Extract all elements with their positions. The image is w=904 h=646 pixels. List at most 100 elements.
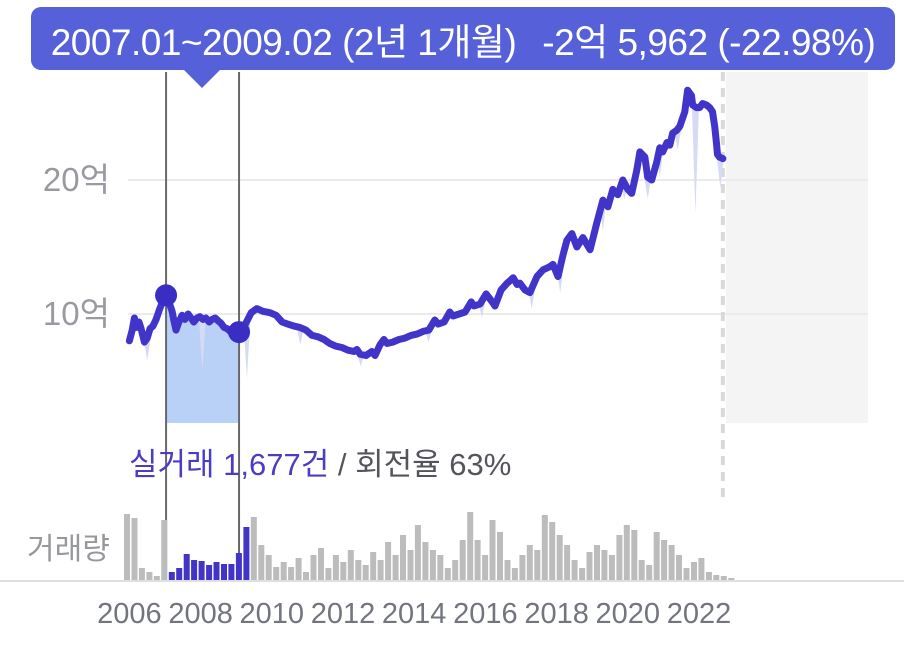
volume-bar <box>444 568 451 580</box>
volume-bar <box>661 540 668 580</box>
volume-bar-selected <box>243 527 250 580</box>
volume-bar <box>623 525 630 580</box>
volume-bar <box>705 572 712 580</box>
volume-bar <box>467 512 474 580</box>
tooltip-change: -2억 5,962 (-22.98%) <box>542 21 876 63</box>
volume-bar <box>511 568 518 580</box>
volume-bar <box>459 540 466 580</box>
volume-bar <box>564 545 571 580</box>
x-tick-2020: 2020 <box>595 598 661 630</box>
volume-bar <box>295 558 302 580</box>
x-tick-2014: 2014 <box>381 598 447 630</box>
volume-bar-selected <box>213 562 220 580</box>
volume-bar-selected <box>198 561 205 580</box>
volume-bar <box>482 555 489 580</box>
volume-bar-selected <box>191 560 198 580</box>
volume-bar <box>504 560 511 580</box>
volume-bar <box>452 560 459 580</box>
volume-bar <box>325 568 332 580</box>
volume-bar <box>720 576 727 580</box>
volume-bar <box>138 568 145 580</box>
volume-bar <box>131 518 138 580</box>
volume-bar <box>571 560 578 580</box>
volume-bar <box>429 550 436 580</box>
volume-bar <box>370 552 377 580</box>
volume-bar-selected <box>228 564 235 580</box>
low-price-spike <box>691 106 699 214</box>
future-period-panel <box>725 72 868 423</box>
volume-bar <box>541 515 548 580</box>
volume-bar <box>303 572 309 580</box>
trade-count-label: 실거래 1,677건 <box>129 447 330 482</box>
volume-bar <box>586 552 593 580</box>
x-tick-2022: 2022 <box>666 598 732 630</box>
volume-bar-selected <box>221 564 227 580</box>
volume-bar <box>608 555 615 580</box>
volume-bar <box>377 560 384 580</box>
volume-bar <box>288 567 295 580</box>
volume-label: 거래량 <box>27 533 110 566</box>
volume-bar <box>601 550 608 580</box>
volume-bar <box>146 572 153 580</box>
volume-bar-selected <box>176 568 183 580</box>
volume-bar <box>631 530 638 580</box>
tooltip-arrow-icon <box>183 69 221 88</box>
low-price-spike <box>198 318 206 371</box>
volume-bar <box>124 514 130 580</box>
volume-bar <box>489 520 496 580</box>
x-tick-2006: 2006 <box>97 598 162 630</box>
volume-bar <box>414 525 421 580</box>
volume-bar-selected <box>206 565 213 580</box>
volume-bar <box>691 562 697 580</box>
low-price-spike <box>716 157 724 189</box>
volume-bar <box>646 565 653 580</box>
volume-bar <box>713 575 720 580</box>
volume-bar <box>318 548 324 580</box>
x-tick-2012: 2012 <box>310 598 376 630</box>
volume-bar <box>250 517 257 580</box>
tooltip-period: 2007.01~2009.02 (2년 1개월) <box>50 21 517 63</box>
volume-bar <box>526 545 533 580</box>
selection-marker-start[interactable] <box>155 284 178 307</box>
volume-bar <box>355 560 362 580</box>
trade-stats: 실거래 1,677건 / 회전율 63% <box>129 439 511 484</box>
volume-bar <box>616 535 623 580</box>
volume-bar <box>161 520 168 580</box>
x-tick-2008: 2008 <box>168 598 233 630</box>
volume-bar <box>392 555 399 580</box>
volume-bar <box>280 562 287 580</box>
volume-bar-selected <box>183 554 190 580</box>
volume-bar <box>474 540 481 580</box>
selection-marker-end[interactable] <box>228 321 251 344</box>
volume-bar <box>153 576 160 580</box>
volume-bar <box>534 550 541 580</box>
volume-bar <box>332 555 339 580</box>
volume-bar-selected <box>168 572 175 580</box>
y-tick-10: 10억 <box>42 295 110 332</box>
volume-bar <box>519 555 526 580</box>
volume-bar <box>258 545 265 580</box>
volume-bar <box>400 535 406 580</box>
volume-bar <box>422 542 429 580</box>
volume-bar <box>549 522 556 580</box>
turnover-label: / 회전율 63% <box>337 447 512 482</box>
volume-bar <box>728 578 735 580</box>
volume-bar <box>668 545 675 580</box>
volume-bar <box>437 555 444 580</box>
volume-bar <box>653 532 660 580</box>
volume-bar <box>497 532 503 580</box>
volume-bar <box>347 550 354 580</box>
volume-bar <box>594 545 600 580</box>
volume-bar <box>340 562 347 580</box>
x-tick-2018: 2018 <box>524 598 589 630</box>
volume-bar <box>556 535 563 580</box>
y-tick-20: 20억 <box>42 161 110 198</box>
volume-bar <box>385 542 392 580</box>
volume-bar <box>683 568 690 580</box>
volume-bar <box>579 568 586 580</box>
x-tick-2010: 2010 <box>239 598 305 630</box>
volume-bar <box>676 555 682 580</box>
volume-bar <box>698 558 705 580</box>
